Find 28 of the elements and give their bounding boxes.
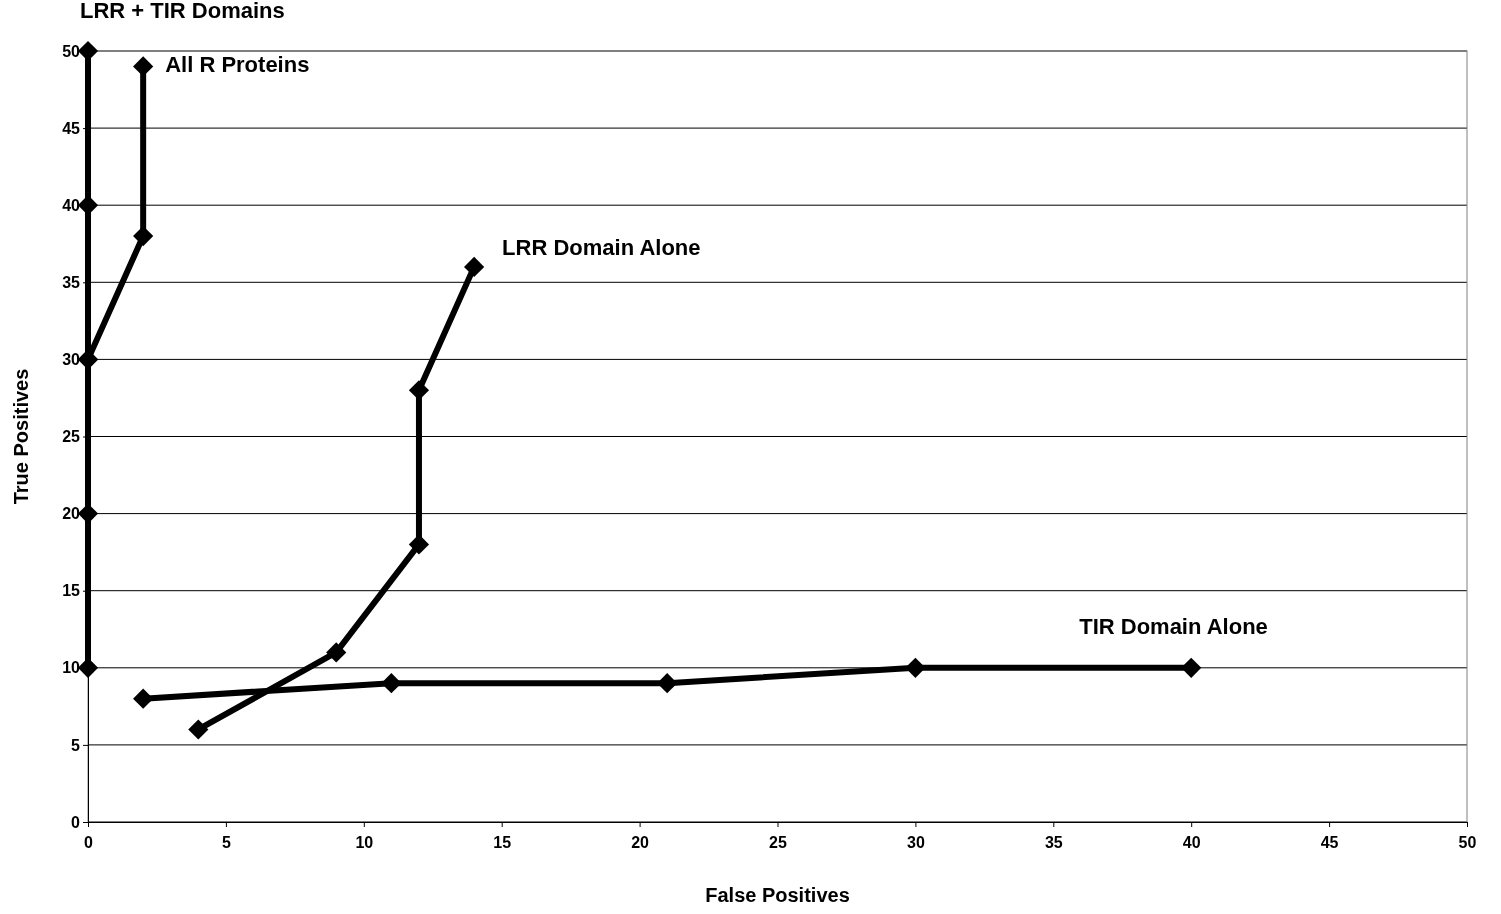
x-tick-label: 10	[355, 833, 374, 851]
y-tick-label: 10	[62, 659, 81, 677]
x-tick-label: 20	[631, 833, 650, 851]
x-tick-label: 35	[1044, 833, 1063, 851]
x-tick-label: 50	[1458, 833, 1477, 851]
x-tick-label: 40	[1182, 833, 1201, 851]
y-tick-label: 40	[62, 196, 81, 214]
series-label: TIR Domain Alone	[1079, 613, 1268, 639]
y-tick-label: 15	[62, 582, 81, 600]
x-tick-label: 45	[1320, 833, 1339, 851]
series-label: LRR Domain Alone	[502, 234, 701, 260]
x-tick-label: 25	[769, 833, 787, 851]
x-tick-label: 15	[493, 833, 512, 851]
y-tick-label: 5	[71, 736, 81, 754]
y-tick-label: 20	[62, 505, 81, 523]
y-tick-label: 45	[62, 119, 81, 137]
x-axis-title: False Positives	[705, 884, 850, 906]
y-axis-title: True Positives	[10, 368, 32, 505]
y-tick-label: 50	[62, 42, 81, 60]
y-tick-label: 0	[71, 813, 81, 831]
x-tick-label: 5	[221, 833, 231, 851]
x-tick-label: 30	[907, 833, 925, 851]
x-tick-label: 0	[84, 833, 94, 851]
y-tick-label: 30	[62, 351, 81, 369]
y-tick-label: 25	[62, 428, 81, 446]
series-label: LRR + TIR Domains	[80, 0, 285, 23]
y-tick-label: 35	[62, 273, 81, 291]
series-label: All R Proteins	[165, 52, 310, 78]
